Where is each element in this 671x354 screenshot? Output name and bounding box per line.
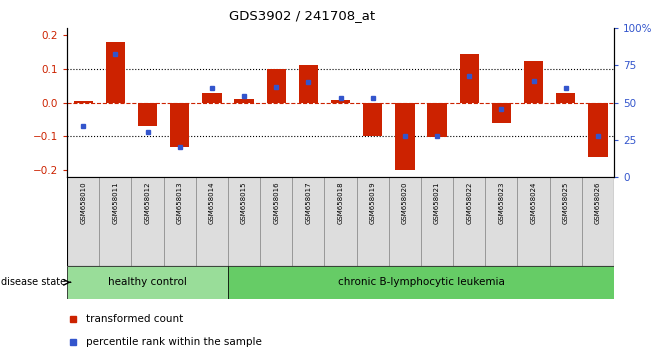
Text: GSM658010: GSM658010 [80, 181, 86, 224]
Text: GSM658026: GSM658026 [595, 181, 601, 224]
Text: GSM658023: GSM658023 [499, 181, 505, 224]
Bar [556, 92, 575, 103]
Bar [170, 103, 189, 147]
Bar [550, 177, 582, 266]
Bar [395, 103, 415, 170]
Text: GSM658025: GSM658025 [563, 181, 569, 224]
Text: GSM658021: GSM658021 [434, 181, 440, 224]
Text: GSM658020: GSM658020 [402, 181, 408, 224]
Bar [202, 92, 221, 103]
Bar [517, 177, 550, 266]
Text: GSM658016: GSM658016 [273, 181, 279, 224]
Bar [389, 177, 421, 266]
Text: GSM658017: GSM658017 [305, 181, 311, 224]
Bar [582, 177, 614, 266]
Bar [234, 99, 254, 103]
Text: percentile rank within the sample: percentile rank within the sample [87, 337, 262, 347]
Bar [325, 177, 356, 266]
Text: GDS3902 / 241708_at: GDS3902 / 241708_at [229, 9, 375, 22]
Text: GSM658018: GSM658018 [338, 181, 344, 224]
Bar [138, 103, 157, 126]
Bar [228, 177, 260, 266]
Text: GSM658012: GSM658012 [144, 181, 150, 224]
Text: GSM658015: GSM658015 [241, 181, 247, 224]
Bar [492, 103, 511, 123]
Bar [260, 177, 293, 266]
Bar [99, 177, 132, 266]
Bar [228, 266, 614, 299]
Bar [331, 100, 350, 103]
Bar [588, 103, 607, 157]
Text: GSM658011: GSM658011 [112, 181, 118, 224]
Text: chronic B-lymphocytic leukemia: chronic B-lymphocytic leukemia [338, 277, 505, 287]
Bar [196, 177, 228, 266]
Bar [164, 177, 196, 266]
Bar [421, 177, 453, 266]
Bar [524, 62, 544, 103]
Bar [67, 266, 228, 299]
Text: GSM658022: GSM658022 [466, 181, 472, 224]
Bar [460, 54, 479, 103]
Text: healthy control: healthy control [108, 277, 187, 287]
Text: GSM658014: GSM658014 [209, 181, 215, 224]
Bar [453, 177, 485, 266]
Text: GSM658013: GSM658013 [176, 181, 183, 224]
Bar [427, 103, 447, 137]
Bar [132, 177, 164, 266]
Bar [356, 177, 389, 266]
Bar [74, 101, 93, 103]
Bar [266, 69, 286, 103]
Bar [299, 65, 318, 103]
Text: transformed count: transformed count [87, 314, 183, 325]
Bar [485, 177, 517, 266]
Bar [293, 177, 325, 266]
Bar [106, 42, 125, 103]
Text: disease state: disease state [1, 277, 66, 287]
Bar [67, 177, 99, 266]
Bar [363, 103, 382, 136]
Text: GSM658019: GSM658019 [370, 181, 376, 224]
Text: GSM658024: GSM658024 [531, 181, 537, 224]
